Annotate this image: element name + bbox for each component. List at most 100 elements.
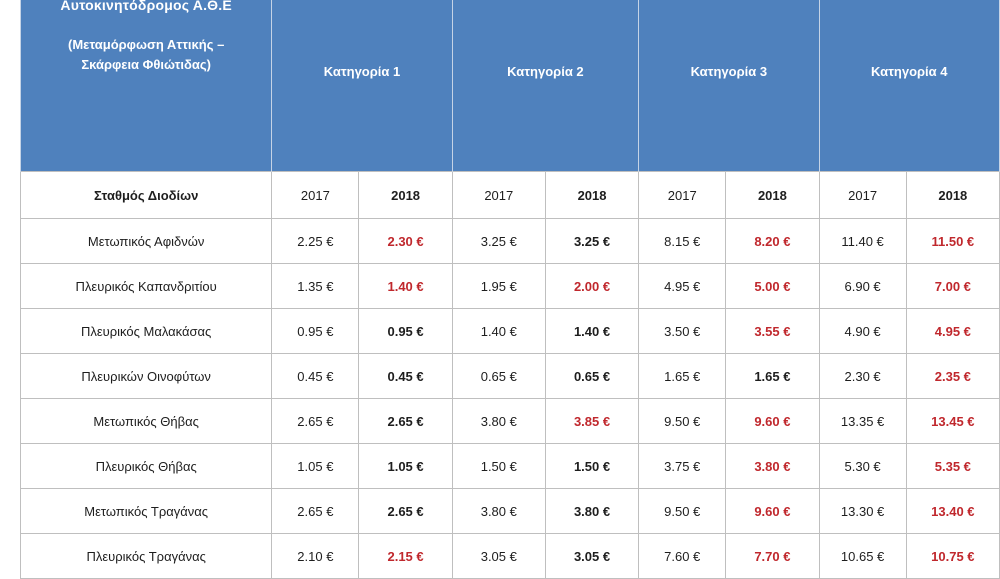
year-2017-cat-2: 2017 [451,171,546,219]
price-2017-cat-2: 3.80 € [451,398,546,444]
header-row: Αυτοκινητόδρομος Α.Θ.Ε (Μεταμόρφωση Αττι… [19,0,1000,172]
price-2018-cat-3: 9.60 € [725,398,820,444]
price-2018-cat-1: 1.05 € [358,443,453,489]
price-2017-cat-3: 1.65 € [638,353,727,399]
price-2018-cat-4: 11.50 € [905,218,1000,264]
price-2018-cat-2: 3.80 € [544,488,640,534]
motorway-subtitle-line2: Σκάρφεια Φθιώτιδας) [81,57,211,72]
price-2018-cat-2: 1.40 € [544,308,640,354]
price-2018-cat-3: 3.55 € [725,308,820,354]
station-name: Μετωπικός Θήβας [19,398,273,444]
price-2017-cat-4: 2.30 € [818,353,907,399]
price-2018-cat-3: 9.60 € [725,488,820,534]
year-row: Σταθμός Διοδίων 2017 2018 2017 2018 2017… [19,171,1000,219]
price-2018-cat-4: 13.45 € [905,398,1000,444]
price-2017-cat-3: 7.60 € [638,533,727,579]
station-name: Πλευρικός Θήβας [19,443,273,489]
category-2-header: Κατηγορία 2 [451,0,640,172]
station-name: Μετωπικός Τραγάνας [19,488,273,534]
table-row: Μετωπικός Αφιδνών 2.25 €2.30 €3.25 €3.25 … [19,218,1000,264]
year-2017-cat-4: 2017 [818,171,907,219]
year-2018-cat-2: 2018 [544,171,640,219]
price-2017-cat-1: 0.95 € [271,308,360,354]
price-2017-cat-1: 0.45 € [271,353,360,399]
price-2018-cat-3: 5.00 € [725,263,820,309]
price-2017-cat-2: 3.05 € [451,533,546,579]
price-2018-cat-2: 1.50 € [544,443,640,489]
price-2017-cat-4: 13.35 € [818,398,907,444]
price-2017-cat-3: 3.75 € [638,443,727,489]
price-2017-cat-3: 9.50 € [638,398,727,444]
price-2017-cat-2: 3.25 € [451,218,546,264]
year-2018-cat-1: 2018 [358,171,453,219]
price-2017-cat-4: 5.30 € [818,443,907,489]
price-2018-cat-2: 3.25 € [544,218,640,264]
price-2017-cat-4: 6.90 € [818,263,907,309]
price-2017-cat-1: 1.35 € [271,263,360,309]
price-2018-cat-2: 3.85 € [544,398,640,444]
year-2018-cat-4: 2018 [905,171,1000,219]
price-2018-cat-4: 13.40 € [905,488,1000,534]
price-2017-cat-2: 3.80 € [451,488,546,534]
price-2018-cat-3: 1.65 € [725,353,820,399]
price-2017-cat-2: 1.40 € [451,308,546,354]
table-row: Πλευρικός Καπανδριτίου 1.35 €1.40 €1.95 €… [19,263,1000,309]
table-row: Πλευρικός Μαλακάσας 0.95 €0.95 €1.40 €1.4… [19,308,1000,354]
station-name: Μετωπικός Αφιδνών [19,218,273,264]
table-row: Πλευρικός Θήβας 1.05 €1.05 €1.50 €1.50 €3… [19,443,1000,489]
price-2018-cat-2: 0.65 € [544,353,640,399]
table-row: Πλευρικός Τραγάνας 2.10 €2.15 €3.05 €3.05… [19,533,1000,579]
price-2018-cat-4: 7.00 € [905,263,1000,309]
price-2018-cat-1: 0.95 € [358,308,453,354]
station-name: Πλευρικός Τραγάνας [19,533,273,579]
price-2018-cat-1: 2.65 € [358,398,453,444]
price-2018-cat-4: 5.35 € [905,443,1000,489]
price-2017-cat-4: 11.40 € [818,218,907,264]
station-column-label: Σταθμός Διοδίων [19,171,273,219]
price-2017-cat-4: 10.65 € [818,533,907,579]
motorway-title: Αυτοκινητόδρομος Α.Θ.Ε [60,0,232,13]
price-2017-cat-3: 8.15 € [638,218,727,264]
price-2018-cat-4: 10.75 € [905,533,1000,579]
motorway-header-cell: Αυτοκινητόδρομος Α.Θ.Ε (Μεταμόρφωση Αττι… [19,0,273,172]
price-2017-cat-3: 4.95 € [638,263,727,309]
table-row: Μετωπικός Θήβας 2.65 €2.65 €3.80 €3.85 €9… [19,398,1000,444]
price-2018-cat-1: 0.45 € [358,353,453,399]
toll-rows: Μετωπικός Αφιδνών 2.25 €2.30 €3.25 €3.25 … [19,218,1000,579]
motorway-subtitle-line1: (Μεταμόρφωση Αττικής – [67,37,225,52]
price-2017-cat-4: 13.30 € [818,488,907,534]
category-1-header: Κατηγορία 1 [271,0,453,172]
price-2017-cat-1: 2.25 € [271,218,360,264]
price-2017-cat-1: 2.65 € [271,488,360,534]
station-name: Πλευρικός Μαλακάσας [19,308,273,354]
price-2018-cat-1: 2.30 € [358,218,453,264]
price-2018-cat-3: 8.20 € [725,218,820,264]
price-2018-cat-4: 4.95 € [905,308,1000,354]
price-2017-cat-4: 4.90 € [818,308,907,354]
station-name: Πλευρικός Καπανδριτίου [19,263,273,309]
year-2017-cat-1: 2017 [271,171,360,219]
motorway-subtitle: (Μεταμόρφωση Αττικής – Σκάρφεια Φθιώτιδα… [21,35,271,75]
price-2018-cat-2: 3.05 € [544,533,640,579]
year-2018-cat-3: 2018 [725,171,820,219]
category-4-header: Κατηγορία 4 [818,0,1000,172]
table-row: Μετωπικός Τραγάνας 2.65 €2.65 €3.80 €3.80… [19,488,1000,534]
price-2017-cat-2: 1.95 € [451,263,546,309]
price-2017-cat-1: 2.10 € [271,533,360,579]
price-2018-cat-4: 2.35 € [905,353,1000,399]
price-2017-cat-2: 0.65 € [451,353,546,399]
price-2017-cat-3: 9.50 € [638,488,727,534]
price-2018-cat-1: 2.15 € [358,533,453,579]
toll-rates-table: Αυτοκινητόδρομος Α.Θ.Ε (Μεταμόρφωση Αττι… [19,0,1000,579]
price-2018-cat-2: 2.00 € [544,263,640,309]
price-2017-cat-1: 1.05 € [271,443,360,489]
category-3-header: Κατηγορία 3 [638,0,820,172]
table-row: Πλευρικών Οινοφύτων 0.45 €0.45 €0.65 €0.6… [19,353,1000,399]
price-2018-cat-3: 3.80 € [725,443,820,489]
price-2018-cat-3: 7.70 € [725,533,820,579]
station-name: Πλευρικών Οινοφύτων [19,353,273,399]
price-2018-cat-1: 1.40 € [358,263,453,309]
price-2017-cat-3: 3.50 € [638,308,727,354]
price-2018-cat-1: 2.65 € [358,488,453,534]
year-2017-cat-3: 2017 [638,171,727,219]
